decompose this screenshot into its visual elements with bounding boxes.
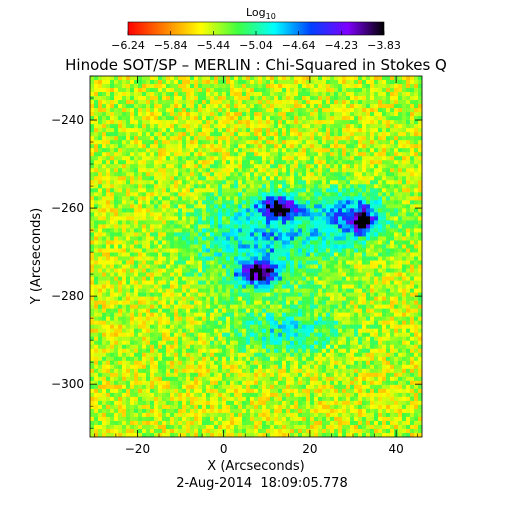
plot-frame	[89, 75, 423, 438]
y-tick-label: −240	[51, 113, 84, 127]
colorbar-tick-label: −3.83	[367, 39, 401, 52]
x-tick-label: −20	[125, 442, 150, 456]
colorbar-label-base: Log	[246, 6, 266, 19]
colorbar-label: Log10	[246, 6, 276, 21]
chart-title: Hinode SOT/SP – MERLIN : Chi-Squared in …	[65, 56, 447, 74]
colorbar-ticks: −6.24 −5.84 −5.44 −5.04 −4.64 −4.23 −3.83	[111, 31, 401, 52]
heatmap-image	[90, 76, 423, 438]
y-tick-label: −280	[51, 289, 84, 303]
y-tick-label: −260	[51, 201, 84, 215]
colorbar-label-subscript: 10	[266, 12, 276, 21]
x-tick-label: 20	[302, 442, 317, 456]
colorbar-tick-label: −5.44	[196, 39, 230, 52]
x-tick-label: 40	[388, 442, 403, 456]
x-axis-ticks: −20 0 20 40	[94, 76, 418, 456]
x-tick-label: 0	[220, 442, 228, 456]
colorbar-tick-label: −4.64	[282, 39, 316, 52]
x-axis-label: X (Arcseconds)	[207, 459, 304, 474]
timestamp: 2-Aug-2014 18:09:05.778	[176, 476, 347, 491]
y-tick-label: −300	[51, 377, 84, 391]
colorbar-tick-label: −6.24	[111, 39, 145, 52]
colorbar-tick-label: −4.23	[324, 39, 358, 52]
y-axis-label: Y (Arcseconds)	[29, 208, 44, 305]
colorbar-tick-label: −5.84	[154, 39, 188, 52]
colorbar-tick-label: −5.04	[239, 39, 273, 52]
y-axis-ticks: −240 −260 −280 −300	[51, 75, 422, 429]
